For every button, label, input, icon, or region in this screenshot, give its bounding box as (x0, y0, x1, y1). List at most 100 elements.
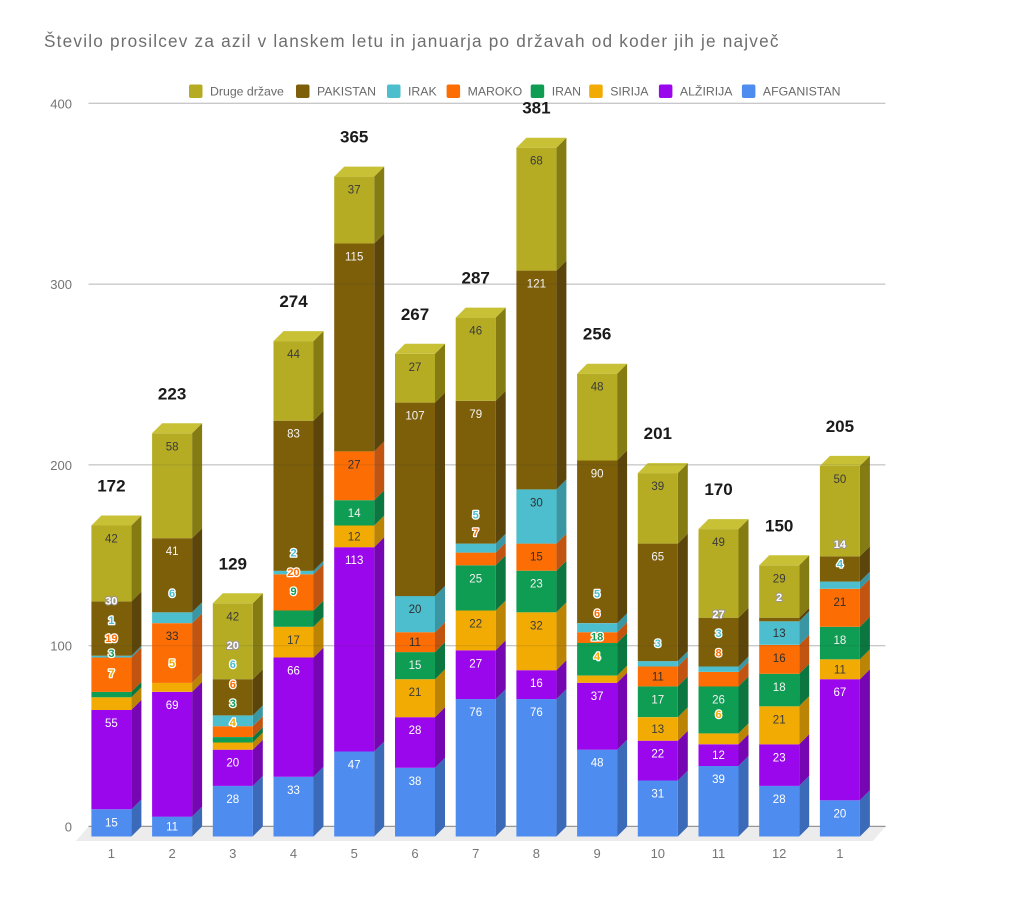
svg-text:12: 12 (712, 750, 725, 762)
svg-text:3: 3 (230, 698, 236, 710)
svg-text:17: 17 (651, 694, 664, 706)
svg-text:2: 2 (168, 846, 175, 861)
svg-text:6: 6 (411, 846, 418, 861)
svg-text:9: 9 (290, 586, 296, 598)
svg-text:2: 2 (290, 547, 296, 559)
svg-text:PAKISTAN: PAKISTAN (317, 85, 376, 99)
svg-text:27: 27 (409, 362, 422, 374)
svg-text:29: 29 (773, 573, 786, 585)
svg-text:50: 50 (834, 474, 847, 486)
svg-text:ALŽIRIJA: ALŽIRIJA (680, 84, 733, 99)
svg-text:12: 12 (348, 531, 361, 543)
svg-text:37: 37 (591, 691, 604, 703)
svg-text:1: 1 (108, 615, 114, 627)
svg-text:76: 76 (469, 707, 482, 719)
svg-text:46: 46 (469, 326, 482, 338)
svg-text:20: 20 (287, 567, 299, 579)
svg-text:58: 58 (166, 441, 179, 453)
svg-text:7: 7 (108, 668, 114, 680)
svg-text:1: 1 (108, 846, 115, 861)
svg-text:0: 0 (65, 820, 72, 835)
svg-text:3: 3 (229, 846, 236, 861)
svg-text:33: 33 (287, 785, 300, 797)
svg-text:4: 4 (230, 717, 237, 729)
svg-text:11: 11 (712, 846, 726, 861)
svg-text:47: 47 (348, 760, 361, 772)
svg-text:23: 23 (773, 752, 786, 764)
svg-text:205: 205 (826, 417, 854, 436)
svg-text:20: 20 (226, 758, 239, 770)
svg-text:28: 28 (773, 794, 786, 806)
svg-text:38: 38 (409, 776, 422, 788)
svg-text:28: 28 (226, 794, 239, 806)
svg-text:5: 5 (473, 510, 479, 522)
svg-text:20: 20 (409, 604, 422, 616)
svg-text:11: 11 (652, 672, 664, 684)
svg-text:48: 48 (591, 758, 604, 770)
svg-text:AFGANISTAN: AFGANISTAN (763, 85, 841, 99)
svg-text:15: 15 (530, 552, 543, 564)
svg-text:67: 67 (834, 687, 847, 699)
svg-text:267: 267 (401, 305, 429, 324)
svg-text:9: 9 (593, 846, 600, 861)
svg-text:150: 150 (765, 516, 793, 535)
svg-text:27: 27 (712, 609, 724, 621)
svg-text:365: 365 (340, 128, 368, 147)
svg-text:IRAK: IRAK (408, 85, 437, 99)
svg-text:32: 32 (530, 620, 543, 632)
svg-text:300: 300 (50, 277, 72, 292)
svg-text:90: 90 (591, 468, 604, 480)
svg-text:129: 129 (219, 554, 247, 573)
svg-text:69: 69 (166, 700, 179, 712)
svg-text:27: 27 (469, 658, 482, 670)
svg-text:381: 381 (522, 99, 550, 118)
svg-text:30: 30 (530, 497, 543, 509)
svg-text:8: 8 (533, 846, 540, 861)
svg-text:6: 6 (230, 659, 236, 671)
svg-text:4: 4 (594, 651, 601, 663)
svg-text:6: 6 (594, 608, 600, 620)
svg-text:11: 11 (834, 664, 846, 676)
svg-text:287: 287 (462, 269, 490, 288)
svg-text:12: 12 (772, 846, 786, 861)
svg-text:274: 274 (279, 292, 308, 311)
svg-text:7: 7 (473, 527, 479, 539)
svg-text:44: 44 (287, 349, 300, 361)
svg-text:172: 172 (97, 477, 125, 496)
svg-text:14: 14 (348, 508, 361, 520)
svg-text:17: 17 (287, 635, 300, 647)
svg-text:2: 2 (776, 592, 782, 604)
svg-text:25: 25 (469, 573, 482, 585)
svg-text:11: 11 (409, 637, 421, 649)
svg-text:IRAN: IRAN (552, 85, 581, 99)
svg-text:6: 6 (230, 679, 236, 691)
svg-text:76: 76 (530, 707, 543, 719)
svg-text:20: 20 (227, 640, 239, 652)
svg-text:27: 27 (348, 459, 361, 471)
svg-text:22: 22 (469, 619, 482, 631)
svg-text:115: 115 (345, 252, 363, 264)
svg-text:31: 31 (651, 789, 664, 801)
svg-text:10: 10 (651, 846, 665, 861)
svg-text:16: 16 (530, 678, 543, 690)
svg-text:11: 11 (166, 822, 178, 834)
svg-text:8: 8 (715, 647, 721, 659)
svg-text:170: 170 (704, 480, 732, 499)
svg-text:30: 30 (105, 596, 117, 608)
svg-text:6: 6 (715, 709, 721, 721)
svg-text:55: 55 (105, 718, 118, 730)
svg-text:5: 5 (594, 589, 600, 601)
svg-text:16: 16 (773, 653, 786, 665)
svg-text:13: 13 (773, 628, 786, 640)
svg-text:42: 42 (226, 611, 239, 623)
svg-text:28: 28 (409, 725, 422, 737)
svg-text:MAROKO: MAROKO (468, 85, 523, 99)
svg-text:4: 4 (837, 559, 844, 571)
svg-text:7: 7 (472, 846, 479, 861)
svg-text:6: 6 (169, 588, 175, 600)
svg-text:21: 21 (409, 687, 422, 699)
svg-text:18: 18 (591, 632, 603, 644)
svg-text:100: 100 (50, 639, 72, 654)
svg-text:48: 48 (591, 382, 604, 394)
svg-text:113: 113 (345, 555, 363, 567)
